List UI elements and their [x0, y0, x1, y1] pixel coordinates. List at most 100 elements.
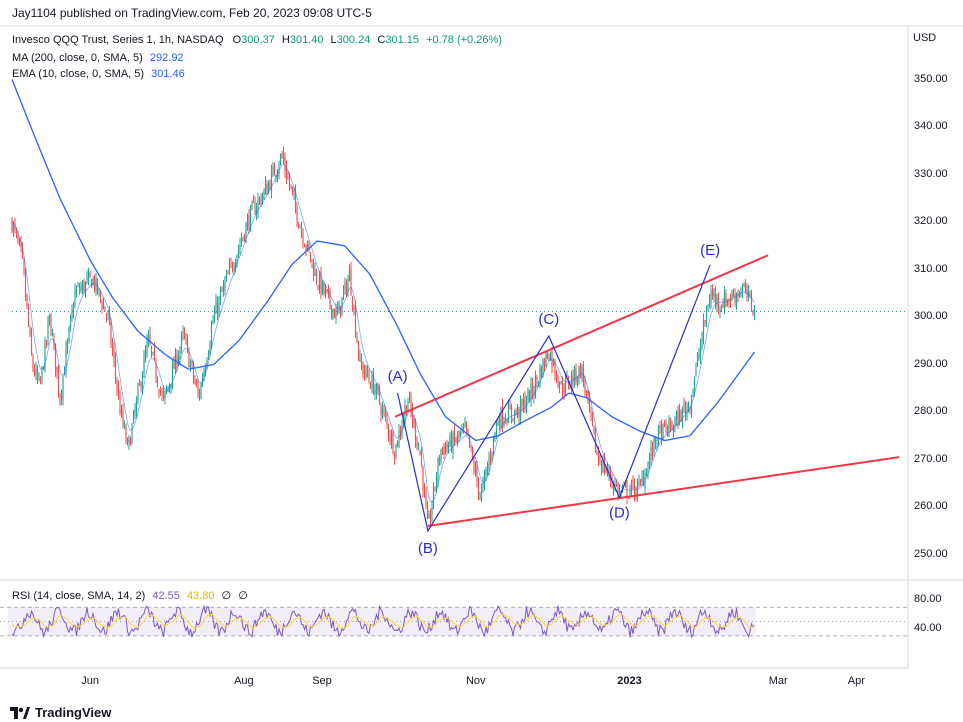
candle-body — [695, 365, 697, 377]
candle-body — [269, 182, 271, 190]
candle-body — [539, 368, 541, 383]
candle-body — [69, 317, 72, 328]
wave-label: (B) — [418, 540, 438, 557]
candle-body — [90, 279, 93, 288]
candle-body — [660, 425, 663, 443]
candle-body — [264, 183, 267, 191]
candle-body — [137, 386, 139, 399]
candle-body — [417, 447, 420, 450]
candle-body — [494, 432, 496, 439]
candle-body — [78, 288, 81, 291]
price-tick: 330.00 — [914, 167, 948, 180]
candle-body — [416, 439, 418, 447]
ema-legend[interactable]: EMA (10, close, 0, SMA, 5) 301.46 — [12, 68, 185, 80]
candle-body — [380, 406, 382, 415]
candle-body — [11, 219, 13, 232]
rsi-tick: 80.00 — [914, 593, 942, 606]
candle-body — [329, 290, 331, 306]
candle-body — [722, 304, 724, 308]
candle-body — [546, 352, 549, 359]
candle-body — [287, 177, 289, 179]
candle-body — [17, 236, 19, 241]
candle-body — [443, 445, 445, 455]
candle-body — [104, 306, 106, 312]
candle-body — [317, 285, 319, 287]
candle-body — [677, 410, 679, 427]
candle-body — [599, 460, 601, 463]
candle-body — [510, 407, 513, 417]
ema-legend-label: EMA (10, close, 0, SMA, 5) — [12, 68, 145, 80]
candle-body — [684, 407, 687, 414]
candle-body — [227, 273, 229, 275]
candle-body — [74, 290, 76, 307]
candle-body — [648, 458, 651, 465]
candle-body — [164, 390, 166, 399]
candle-body — [456, 434, 459, 441]
candle-body — [68, 327, 70, 341]
candle-body — [126, 439, 129, 441]
candle-body — [692, 390, 694, 395]
candle-body — [656, 443, 658, 444]
candle-body — [624, 483, 627, 486]
candle-body — [497, 422, 499, 425]
wave-lines — [397, 264, 711, 533]
candle-body — [66, 340, 69, 349]
candle-body — [291, 186, 294, 192]
candle-body — [318, 274, 321, 290]
candle-body — [680, 411, 682, 423]
candle-body — [473, 459, 475, 472]
candle-body — [512, 417, 514, 421]
candle-body — [120, 409, 123, 413]
candle-body — [33, 368, 36, 376]
candle-body — [545, 353, 547, 366]
candle-body — [171, 364, 174, 388]
candle-body — [602, 459, 604, 472]
time-tick: 2023 — [617, 675, 642, 687]
candle-body — [555, 375, 558, 379]
candle-body — [323, 282, 325, 294]
candle-body — [29, 328, 31, 335]
candle-body — [89, 270, 91, 277]
candle-body — [407, 401, 409, 411]
candle-body — [696, 355, 699, 364]
candle-body — [489, 455, 492, 459]
candle-body — [230, 262, 232, 264]
candle-body — [605, 468, 607, 473]
candle-body — [35, 368, 37, 376]
candle-body — [639, 481, 642, 483]
candle-body — [449, 435, 451, 446]
candle-body — [753, 305, 756, 318]
candle-body — [474, 468, 477, 474]
tradingview-logo[interactable]: TradingView — [10, 705, 111, 720]
rsi-legend[interactable]: RSI (14, close, SMA, 14, 2) 42.55 43.80 … — [12, 589, 248, 602]
candle-body — [200, 383, 202, 399]
candle-body — [437, 458, 439, 481]
upper-trendline — [394, 254, 769, 418]
candle-body — [482, 481, 484, 489]
ma-legend-label: MA (200, close, 0, SMA, 5) — [12, 52, 143, 64]
candle-body — [170, 383, 172, 388]
candle-body — [47, 322, 49, 339]
candle-body — [434, 486, 436, 488]
candle-body — [633, 485, 636, 497]
candle-body — [414, 421, 417, 441]
candle-body — [146, 340, 148, 355]
candle-body — [662, 423, 664, 440]
candle-body — [405, 405, 408, 413]
candle-body — [464, 423, 466, 427]
candle-body — [81, 282, 84, 291]
candle-body — [311, 259, 313, 262]
ohlc-high: H301.40 — [281, 34, 324, 46]
time-tick: Aug — [234, 675, 254, 687]
ohlc-low: L300.24 — [330, 34, 371, 46]
candle-body — [333, 309, 336, 319]
candle-body — [714, 291, 717, 303]
candle-body — [422, 466, 424, 491]
candle-body — [83, 280, 85, 292]
candle-body — [372, 374, 375, 395]
candle-body — [399, 428, 402, 433]
candle-body — [413, 420, 415, 422]
ma-legend[interactable]: MA (200, close, 0, SMA, 5) 292.92 — [12, 52, 184, 64]
